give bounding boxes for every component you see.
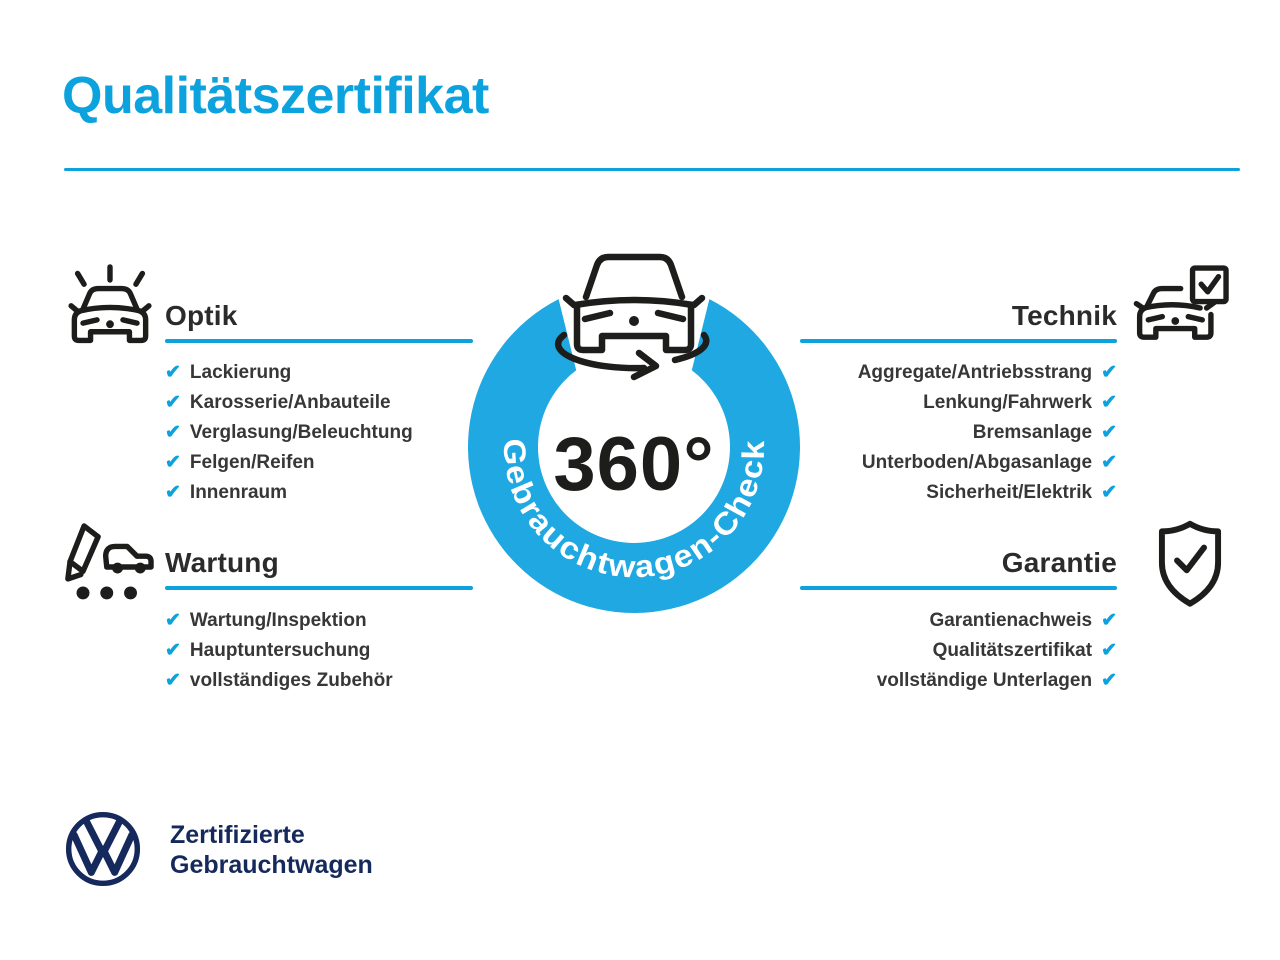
car-shine-icon: [68, 264, 152, 344]
garantie-divider: [800, 586, 1117, 590]
checklist-item-label: Qualitätszertifikat: [932, 640, 1093, 661]
footer-brand-text: Zertifizierte Gebrauchtwagen: [170, 820, 373, 880]
checklist-item-label: Sicherheit/Elektrik: [926, 482, 1093, 503]
technik-divider: [800, 339, 1117, 343]
checklist-item: vollständige Unterlagen ✔: [640, 666, 1117, 696]
shield-check-icon: [1158, 520, 1222, 607]
checklist-item-label: Wartung/Inspektion: [189, 610, 367, 631]
section-title-wartung: Wartung: [165, 547, 279, 578]
checklist-item-label: Verglasung/Beleuchtung: [189, 422, 413, 443]
check-icon: ✔: [1101, 361, 1117, 383]
checklist-item: ✔ Karosserie/Anbauteile: [165, 388, 413, 418]
check-icon: ✔: [1101, 421, 1117, 443]
checklist-item: Bremsanlage ✔: [640, 418, 1117, 448]
check-icon: ✔: [1101, 609, 1117, 631]
check-icon: ✔: [165, 669, 181, 691]
check-icon: ✔: [165, 361, 181, 383]
checklist-item-label: Aggregate/Antriebsstrang: [857, 362, 1093, 383]
check-icon: ✔: [1101, 639, 1117, 661]
checklist-item: Unterboden/Abgasanlage ✔: [640, 448, 1117, 478]
check-icon: ✔: [165, 421, 181, 443]
check-icon: ✔: [165, 609, 181, 631]
checklist-item: Lenkung/Fahrwerk ✔: [640, 388, 1117, 418]
ring-shape: [468, 299, 800, 613]
checklist-item-label: Innenraum: [189, 482, 288, 503]
checklist-item-label: Garantienachweis: [929, 610, 1093, 631]
checklist-item: Sicherheit/Elektrik ✔: [640, 478, 1117, 508]
service-record-icon: [65, 523, 154, 600]
check-icon: ✔: [1101, 669, 1117, 691]
section-title-technik: Technik: [1011, 300, 1117, 331]
optik-checklist: ✔ Lackierung ✔ Karosserie/Anbauteile ✔ V…: [165, 358, 413, 508]
checklist-item-label: Lackierung: [189, 362, 292, 383]
checklist-item-label: Unterboden/Abgasanlage: [861, 452, 1093, 473]
car-checkbox-icon: [1133, 265, 1229, 340]
checklist-item-label: Felgen/Reifen: [189, 452, 315, 473]
car-rotation-icon: [554, 253, 710, 381]
checklist-item: ✔ Wartung/Inspektion: [165, 606, 393, 636]
page-title: Qualitätszertifikat: [62, 67, 489, 125]
degree-label: 360°: [553, 422, 714, 507]
checklist-item-label: Hauptuntersuchung: [189, 640, 371, 661]
wartung-divider: [165, 586, 473, 590]
optik-divider: [165, 339, 473, 343]
checklist-item: ✔ Innenraum: [165, 478, 413, 508]
checklist-item: Aggregate/Antriebsstrang ✔: [640, 358, 1117, 388]
check-icon: ✔: [1101, 481, 1117, 503]
check-icon: ✔: [165, 451, 181, 473]
checklist-item-label: vollständige Unterlagen: [876, 670, 1093, 691]
checklist-item-label: Bremsanlage: [972, 422, 1093, 443]
check-icon: ✔: [165, 481, 181, 503]
vw-logo: [65, 811, 141, 887]
check-icon: ✔: [165, 639, 181, 661]
check-icon: ✔: [1101, 451, 1117, 473]
checklist-item: ✔ vollständiges Zubehör: [165, 666, 393, 696]
checklist-item: ✔ Hauptuntersuchung: [165, 636, 393, 666]
check-icon: ✔: [1101, 391, 1117, 413]
technik-checklist: Aggregate/Antriebsstrang ✔ Lenkung/Fahrw…: [640, 358, 1117, 508]
wartung-checklist: ✔ Wartung/Inspektion ✔ Hauptuntersuchung…: [165, 606, 393, 696]
footer-line1: Zertifizierte: [170, 821, 305, 849]
checklist-item-label: Karosserie/Anbauteile: [189, 392, 391, 413]
footer-line2: Gebrauchtwagen: [170, 851, 373, 879]
section-title-garantie: Garantie: [1001, 547, 1117, 578]
checklist-item: ✔ Felgen/Reifen: [165, 448, 413, 478]
checklist-item: ✔ Lackierung: [165, 358, 413, 388]
360-check-ring: Gebrauchtwagen-Check 360°: [468, 253, 800, 613]
check-icon: ✔: [165, 391, 181, 413]
checklist-item: Garantienachweis ✔: [640, 606, 1117, 636]
checklist-item-label: vollständiges Zubehör: [189, 670, 393, 691]
title-divider: [64, 168, 1240, 171]
checklist-item: Qualitätszertifikat ✔: [640, 636, 1117, 666]
section-title-optik: Optik: [165, 300, 238, 331]
checklist-item: ✔ Verglasung/Beleuchtung: [165, 418, 413, 448]
garantie-checklist: Garantienachweis ✔ Qualitätszertifikat ✔…: [640, 606, 1117, 696]
checklist-item-label: Lenkung/Fahrwerk: [923, 392, 1093, 413]
